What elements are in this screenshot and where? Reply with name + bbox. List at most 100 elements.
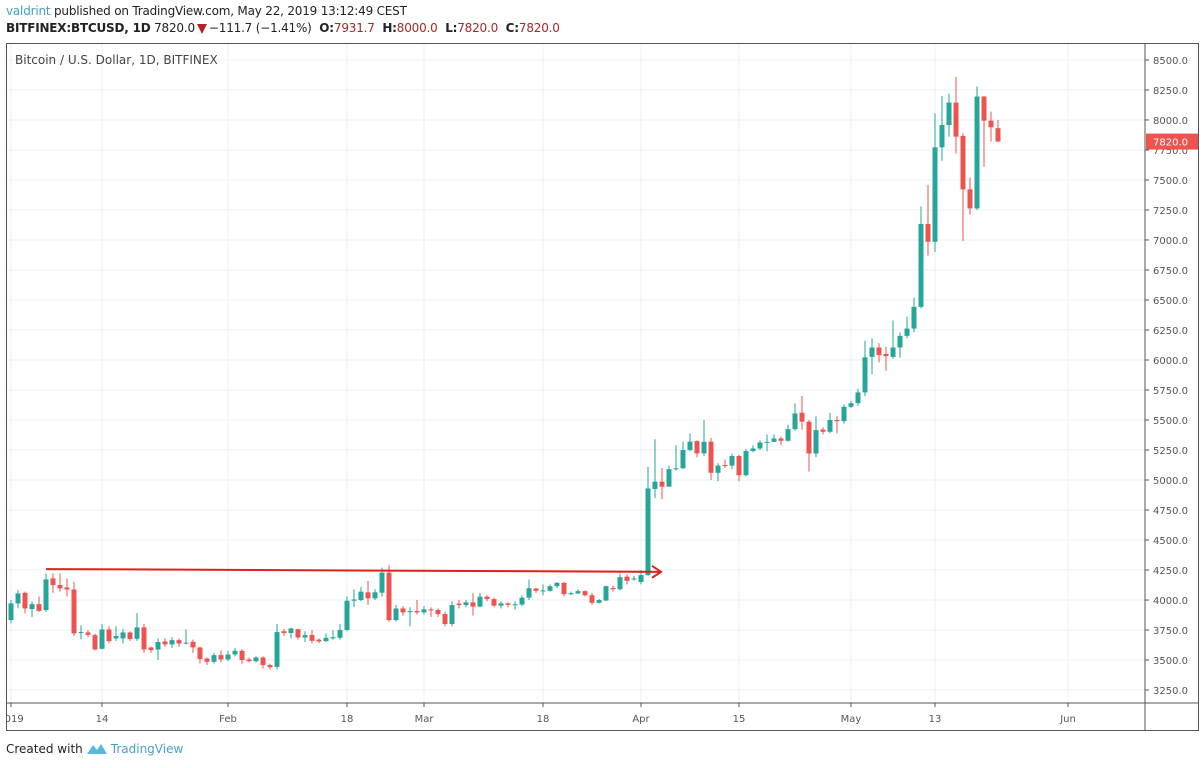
- candle-2019-03-06: [456, 600, 462, 609]
- candle-body: [750, 448, 756, 452]
- candle-2019-02-22: [372, 589, 378, 601]
- candle-2019-04-20: [771, 434, 777, 442]
- price-axis[interactable]: 8500.0 8250.0 8000.0 7750.0 7500.0 7250.0 7000…: [1145, 56, 1198, 697]
- low-label: L:: [445, 21, 458, 35]
- candle-body: [421, 609, 427, 613]
- close-label: C:: [505, 21, 519, 35]
- candle-2019-02-25: [393, 604, 399, 622]
- time-tick-label: 13: [929, 714, 942, 725]
- candle-2019-02-07: [267, 663, 273, 670]
- candle-2019-05-18: [967, 177, 973, 215]
- candle-body: [694, 441, 700, 454]
- candle-body: [862, 357, 868, 393]
- candle-body: [778, 438, 784, 441]
- candle-2019-05-13: [932, 113, 938, 252]
- candle-body: [659, 481, 665, 487]
- candle-2019-04-12: [715, 463, 721, 482]
- candle-2019-01-07: [50, 573, 56, 593]
- candle-2019-03-08: [470, 592, 476, 616]
- price-tick-label: 7250.0: [1153, 206, 1188, 217]
- candle-body: [337, 630, 343, 638]
- candle-body: [911, 306, 917, 329]
- candle-2019-01-29: [204, 657, 210, 665]
- price-tick-label: 8000.0: [1153, 116, 1188, 127]
- candle-body: [113, 636, 119, 639]
- tradingview-link[interactable]: TradingView: [110, 742, 184, 756]
- candle-2019-02-23: [379, 567, 385, 597]
- candle-2019-04-14: [729, 453, 735, 470]
- candle-2019-04-06: [673, 445, 679, 471]
- candle-body: [505, 603, 511, 605]
- plot-area: [8, 76, 1001, 670]
- candle-body: [260, 657, 266, 666]
- candle-2019-01-03: [22, 591, 28, 614]
- last-price-marker: [1146, 133, 1198, 150]
- candle-2019-02-02: [232, 648, 238, 657]
- candle-body: [22, 592, 28, 609]
- candle-body: [120, 632, 126, 639]
- low-value: 7820.0: [457, 21, 499, 35]
- candle-body: [295, 629, 301, 638]
- price-tick-label: 4000.0: [1153, 596, 1188, 607]
- candle-2019-01-11: [78, 625, 84, 640]
- price-tick-label: 5750.0: [1153, 386, 1188, 397]
- author-link[interactable]: valdrint: [6, 4, 51, 18]
- candle-2019-03-18: [540, 584, 546, 596]
- candle-2019-02-15: [323, 633, 329, 643]
- candle-body: [435, 609, 441, 615]
- candle-2019-02-26: [400, 606, 406, 616]
- candle-2019-01-05: [36, 596, 42, 613]
- candle-2019-01-24: [169, 637, 175, 649]
- grid: [7, 44, 1145, 703]
- candle-body: [876, 347, 882, 356]
- arrow-annotation[interactable]: [45, 564, 663, 579]
- candle-body: [36, 604, 42, 611]
- candle-body: [134, 627, 140, 639]
- candle-body: [638, 575, 644, 583]
- candle-body: [211, 655, 217, 662]
- candle-body: [407, 611, 413, 613]
- candle-body: [771, 438, 777, 442]
- time-tick-label: Jun: [1059, 714, 1076, 725]
- candle-2019-05-16: [953, 76, 959, 154]
- candle-2019-01-28: [197, 646, 203, 664]
- candle-body: [568, 593, 574, 595]
- candle-2019-04-28: [827, 412, 833, 434]
- candle-2019-01-15: [106, 626, 112, 644]
- candle-body: [652, 481, 658, 490]
- candle-body: [792, 413, 798, 430]
- last-price-label: 7820.0: [1153, 138, 1188, 149]
- candle-2019-03-21: [561, 582, 567, 597]
- candle-body: [820, 429, 826, 432]
- candle-body: [43, 579, 49, 611]
- candle-body: [883, 353, 889, 357]
- candlestick-chart[interactable]: Bitcoin / U.S. Dollar, 1D, BITFINEX 8500…: [7, 44, 1198, 730]
- candle-2019-01-30: [211, 652, 217, 664]
- candle-body: [960, 135, 966, 190]
- candle-2019-05-19: [974, 86, 980, 210]
- candle-body: [204, 658, 210, 662]
- candle-body: [225, 654, 231, 660]
- candle-2019-03-20: [554, 582, 560, 589]
- candle-body: [680, 450, 686, 469]
- candle-body: [386, 572, 392, 621]
- candle-2019-01-21: [148, 646, 154, 653]
- candle-2019-03-23: [575, 589, 581, 595]
- time-axis[interactable]: 2019 14 Feb 18 Mar 18 Apr 15 May 13 Jun: [7, 703, 1076, 725]
- candle-2019-04-19: [764, 434, 770, 452]
- candle-2019-01-17: [120, 628, 126, 644]
- candle-2019-03-27: [603, 585, 609, 602]
- candle-body: [85, 632, 91, 635]
- tradingview-logo-icon: [86, 744, 107, 754]
- candle-2019-05-17: [960, 133, 966, 242]
- candle-2019-05-10: [911, 297, 917, 333]
- price-tick-label: 6000.0: [1153, 356, 1188, 367]
- candle-body: [64, 587, 70, 590]
- candle-body: [183, 642, 189, 644]
- last-price: 7820.0: [154, 21, 195, 35]
- candle-2019-03-26: [596, 598, 602, 604]
- candle-body: [526, 588, 532, 598]
- candle-body: [533, 588, 539, 591]
- candle-body: [673, 468, 679, 470]
- chart-frame[interactable]: Bitcoin / U.S. Dollar, 1D, BITFINEX 8500…: [6, 43, 1199, 731]
